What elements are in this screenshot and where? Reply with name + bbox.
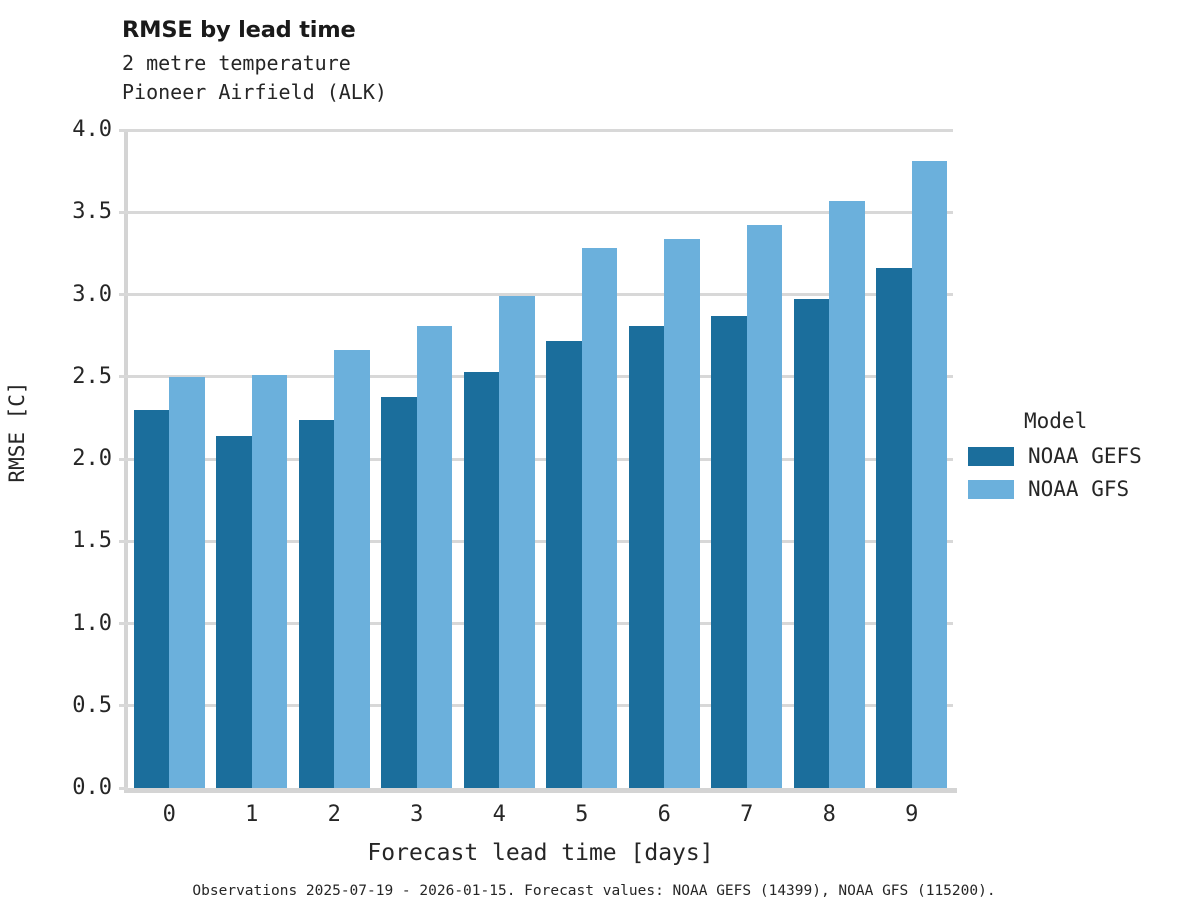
y-axis-tick-label: 3.5 [72,199,112,225]
bar[interactable] [628,325,665,788]
x-axis-tick-label: 1 [245,802,259,827]
gridline [128,210,953,214]
legend-label: NOAA GFS [1028,477,1130,501]
x-axis-tick-label: 7 [740,802,754,827]
y-axis-title: RMSE [C] [5,381,29,483]
bar[interactable] [416,325,453,788]
legend-title: Model [1024,409,1088,433]
x-axis-tick-label: 6 [657,802,671,827]
x-axis-tick-label: 5 [575,802,589,827]
legend-item[interactable]: NOAA GFS [968,479,1183,500]
chart-subtitle-variable: 2 metre temperature [122,51,351,75]
bar[interactable] [746,225,783,788]
y-axis-tick-label: 0.0 [72,775,112,800]
bar[interactable] [169,376,205,788]
y-axis-tick [119,210,128,214]
x-axis-tick-labels: 0 1 2 3 4 5 6 7 8 9 [128,802,953,832]
bar[interactable] [829,200,865,788]
legend-swatch [968,480,1014,499]
x-axis-tick-label: 0 [162,802,176,827]
bar[interactable] [381,396,417,788]
y-axis-tick [119,128,128,132]
y-axis-tick-label: 2.0 [72,446,112,471]
footer-caption: Observations 2025-07-19 - 2026-01-15. Fo… [192,883,996,899]
bar[interactable] [298,419,335,788]
page-title: RMSE by lead time [122,17,356,43]
y-axis-tick [119,457,128,461]
y-axis-tick [119,704,128,708]
legend-item[interactable]: NOAA GEFS [968,446,1183,467]
y-axis-tick-label: 2.5 [72,363,112,389]
gridline [128,293,953,296]
x-axis-title: Forecast lead time [days] [367,840,714,866]
y-axis-tick [119,786,128,790]
bar[interactable] [499,296,535,788]
y-axis-tick-label: 0.5 [72,692,112,718]
legend: Model NOAA GEFS NOAA GFS [968,408,1183,500]
y-axis-tick-label: 4.0 [72,117,112,142]
plot-area [119,128,953,790]
gridline [128,128,953,132]
y-axis-tick [119,539,128,543]
x-axis-tick-label: 8 [822,802,836,827]
x-axis-tick-label: 2 [327,802,341,827]
x-axis-tick-label: 3 [410,802,424,827]
gridline [128,375,953,379]
gridline [128,704,953,708]
bar[interactable] [251,375,288,788]
chart-subtitle-location: Pioneer Airfield (ALK) [122,80,387,104]
legend-rows: NOAA GEFS NOAA GFS [968,446,1183,500]
y-axis-tick-labels: 0.0 0.5 1.0 1.5 2.0 2.5 3.0 3.5 4.0 [40,119,112,799]
y-axis-tick [119,293,128,296]
y-axis-tick [119,375,128,379]
gridline [128,457,953,461]
gridline [128,539,953,543]
x-axis-tick-label: 4 [492,802,506,827]
bar[interactable] [216,435,252,788]
bar[interactable] [133,409,170,788]
y-axis-tick [119,622,128,625]
bar[interactable] [463,371,500,788]
y-axis-tick-label: 1.5 [72,528,112,554]
bar[interactable] [334,350,370,788]
legend-label: NOAA GEFS [1028,444,1142,468]
bar[interactable] [546,340,582,788]
title-block: RMSE by lead time 2 metre temperature Pi… [122,16,942,107]
x-axis-tick-label: 9 [905,802,919,827]
bar[interactable] [876,268,912,788]
gridline [128,622,953,625]
bar[interactable] [793,299,830,788]
bar[interactable] [581,248,618,788]
bar[interactable] [911,161,948,788]
bar[interactable] [664,238,700,788]
x-axis-line [124,788,957,793]
legend-swatch [968,447,1014,466]
bars-layer [128,130,953,788]
y-axis-tick-label: 3.0 [72,281,112,307]
bar[interactable] [711,315,747,788]
y-axis-tick-label: 1.0 [72,610,112,636]
